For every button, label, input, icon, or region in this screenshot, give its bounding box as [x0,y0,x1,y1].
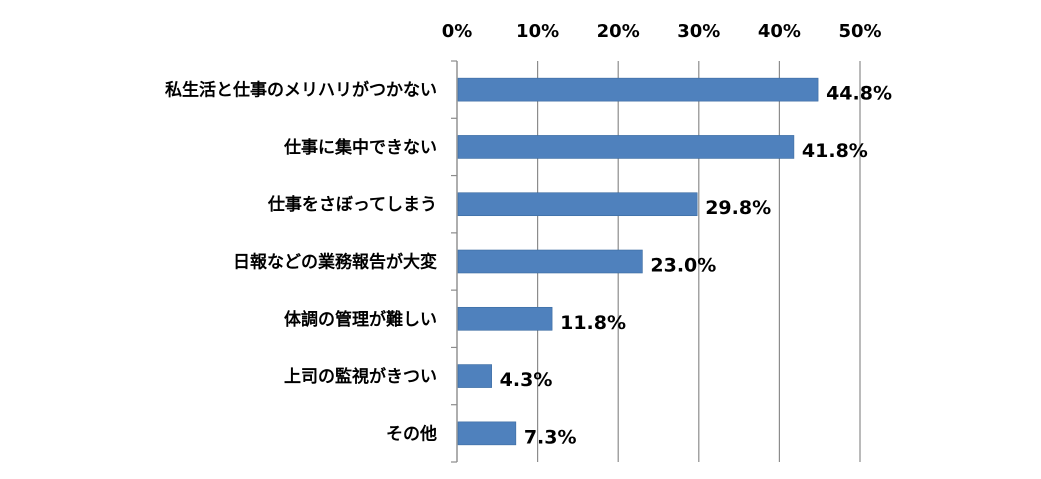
x-tick-label: 50% [838,21,881,42]
bars [457,77,819,446]
data-label: 4.3% [500,369,553,391]
bar [457,421,517,446]
bar [457,77,819,102]
bar [457,306,553,331]
x-tick-label: 40% [758,21,801,42]
category-label: 日報などの業務報告が大変 [233,252,437,273]
x-tick-label: 10% [516,21,559,42]
data-label: 23.0% [650,255,716,277]
labels: 0% 10% 20% 30% 40% 50% 私生活と仕事のメリハリがつかない 44.8% 仕事… [165,21,892,448]
bar [457,192,698,217]
category-label: 上司の監視がきつい [284,366,437,387]
x-tick-label: 30% [677,21,720,42]
bar [457,249,643,274]
x-tick-label: 0% [442,21,473,42]
axes [451,60,458,463]
category-label: その他 [386,423,437,444]
category-label: 仕事に集中できない [283,137,437,158]
data-label: 29.8% [705,197,771,219]
category-label: 体調の管理が難しい [284,309,437,330]
category-label: 私生活と仕事のメリハリがつかない [165,80,437,101]
bar [457,135,795,159]
x-tick-label: 20% [597,21,640,42]
data-label: 7.3% [524,426,577,448]
category-label: 仕事をさぼってしまう [267,194,437,215]
data-label: 41.8% [802,140,868,162]
data-label: 11.8% [560,312,626,334]
data-label: 44.8% [826,83,892,105]
gridlines [536,61,861,462]
bar [457,364,492,388]
